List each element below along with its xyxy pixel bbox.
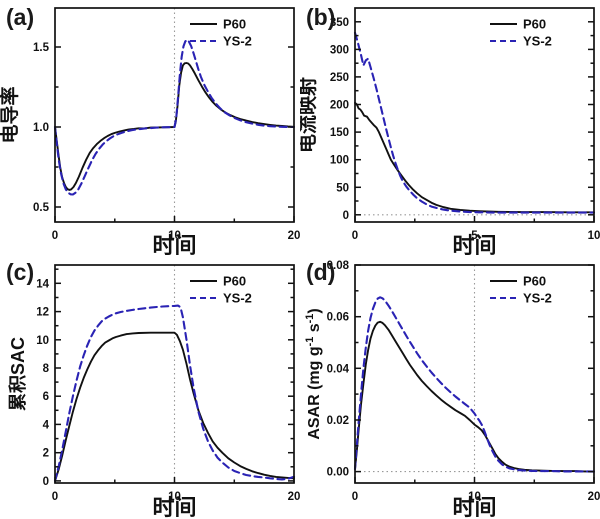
series-P60-line (54, 331, 295, 482)
y-tick-label: 8 (43, 363, 50, 375)
y-tick-label: 200 (330, 100, 349, 112)
y-tick-label: 1.0 (33, 122, 49, 134)
x-tick-label: 10 (468, 491, 481, 503)
axis-ticks (354, 264, 595, 483)
x-axis-label: 时间 (452, 233, 496, 255)
x-tick-label: 5 (471, 230, 478, 242)
x-tick-label: 10 (168, 230, 181, 242)
y-tick-label: 250 (330, 72, 349, 84)
x-tick-label: 10 (168, 491, 181, 503)
legend-label-YS-2: YS-2 (523, 291, 552, 306)
y-tick-label: 0.00 (327, 467, 349, 479)
grid-lines (355, 265, 594, 483)
series-P60-line (354, 101, 595, 214)
y-tick-label: 0.02 (327, 415, 349, 427)
x-axis-label: 时间 (152, 495, 196, 519)
series-YS-2-line (53, 38, 296, 196)
series-YS-2-line (353, 296, 596, 473)
legend-label-YS-2: YS-2 (523, 34, 552, 49)
chart-d: 0 10 20 0.00 0.02 0.04 0.06 0.08 时间 ASAR (mg g-1 … (304, 260, 600, 519)
x-tick-label: 20 (588, 491, 600, 503)
x-axis-label: 时间 (152, 233, 196, 255)
panel-letter-c: (c) (6, 259, 35, 285)
y-tick-label: 0 (43, 476, 49, 488)
legend-label-P60: P60 (223, 17, 246, 32)
y-tick-label: 0.5 (33, 202, 50, 214)
panel-letter-a: (a) (6, 4, 35, 30)
x-axis-label: 时间 (452, 495, 496, 519)
legend: P60 YS-2 (490, 17, 552, 49)
chart-a: 0 10 20 0.5 1.0 1.5 时间 电导率 P60 YS-2 (0, 7, 300, 255)
y-tick-label: 0.08 (327, 260, 350, 272)
legend-label-YS-2: YS-2 (223, 34, 252, 49)
x-tick-label: 0 (352, 491, 358, 503)
axis-ticks (54, 268, 295, 483)
y-tick-label: 0.04 (327, 363, 350, 375)
panel-a: (a) 0 10 20 0.5 1.0 1.5 时间 电导率 P60 YS-2 (0, 0, 300, 255)
y-axis-label: 电流映射 (300, 77, 319, 153)
x-tick-label: 0 (52, 230, 58, 242)
panel-b: (b) 0 5 10 0 50 100 150 200 250 300 350 时间 电流映射 P60 YS… (300, 0, 600, 255)
series-YS-2-line (53, 304, 296, 482)
legend-label-YS-2: YS-2 (223, 291, 252, 306)
y-tick-label: 300 (330, 44, 349, 56)
legend: P60 YS-2 (190, 17, 252, 49)
x-tick-label: 0 (52, 491, 58, 503)
y-tick-label: 12 (36, 307, 49, 319)
y-tick-label: 2 (43, 448, 49, 460)
y-tick-label: 350 (330, 17, 349, 29)
x-tick-label: 10 (588, 230, 600, 242)
y-tick-label: 0.06 (327, 312, 349, 324)
y-tick-label: 6 (43, 391, 49, 403)
x-tick-label: 20 (288, 230, 300, 242)
series-P60-line (354, 320, 595, 473)
legend: P60 YS-2 (190, 274, 252, 306)
y-tick-label: 10 (36, 335, 49, 347)
y-tick-label: 150 (330, 127, 349, 139)
x-tick-label: 20 (288, 491, 300, 503)
y-tick-label: 1.5 (33, 42, 50, 54)
y-tick-label: 0 (343, 210, 349, 222)
axis-ticks (54, 46, 295, 222)
panel-c: (c) 0 10 20 0 2 4 6 8 10 12 14 时间 累积SAC P60 YS-2 (0, 255, 300, 519)
y-tick-label: 14 (36, 278, 49, 290)
y-tick-label: 50 (336, 182, 349, 194)
y-axis-label: ASAR (mg g-1 s-1) (304, 308, 323, 439)
y-tick-label: 100 (330, 155, 349, 167)
chart-c: 0 10 20 0 2 4 6 8 10 12 14 时间 累积SAC P60 YS-2 (8, 264, 300, 519)
series-YS-2-line (353, 31, 596, 214)
y-axis-label: 电导率 (0, 86, 21, 143)
legend-label-P60: P60 (223, 274, 246, 289)
panel-letter-b: (b) (306, 4, 336, 30)
legend-label-P60: P60 (523, 17, 546, 32)
x-tick-label: 0 (352, 230, 358, 242)
legend: P60 YS-2 (490, 274, 552, 306)
plot-frame (354, 7, 595, 223)
y-axis-label: 累积SAC (8, 337, 28, 411)
panel-letter-d: (d) (306, 259, 336, 285)
axis-ticks (354, 21, 595, 222)
y-tick-label: 4 (43, 419, 50, 431)
legend-label-P60: P60 (523, 274, 546, 289)
panel-d: (d) 0 10 20 0.00 0.02 0.04 0.06 0.08 时间 ASAR (mg … (300, 255, 600, 519)
